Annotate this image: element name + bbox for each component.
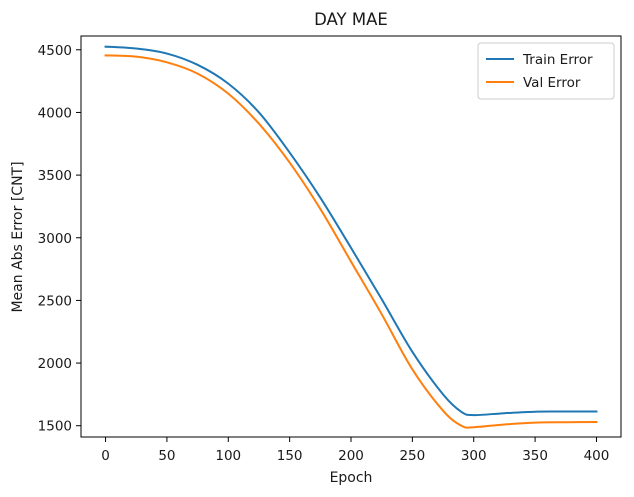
y-axis-ticks: 1500 2000 2500 3000 3500 4000 4500 [38, 43, 81, 435]
x-tick-label: 250 [399, 448, 425, 464]
x-tick-label: 50 [158, 448, 175, 464]
legend-box [477, 42, 615, 100]
y-tick-label: 4000 [38, 105, 72, 121]
legend: Train Error Val Error [477, 42, 615, 100]
x-tick-label: 350 [522, 448, 548, 464]
chart-title: DAY MAE [314, 10, 388, 29]
x-tick-label: 150 [277, 448, 303, 464]
legend-label: Val Error [523, 75, 581, 91]
x-axis-label: Epoch [330, 470, 373, 486]
series-line-val-error [104, 54, 598, 429]
y-tick-label: 3500 [38, 168, 72, 184]
y-tick-label: 2000 [38, 356, 72, 372]
legend-label: Train Error [522, 52, 593, 68]
x-tick-label: 0 [101, 448, 110, 464]
x-tick-label: 400 [584, 448, 610, 464]
y-axis-label: Mean Abs Error [CNT] [10, 161, 26, 312]
data-lines [104, 45, 598, 429]
x-tick-label: 100 [215, 448, 241, 464]
y-tick-label: 4500 [38, 43, 72, 59]
y-tick-label: 3000 [38, 231, 72, 247]
x-axis-ticks: 0 50 100 150 200 250 300 350 400 [101, 437, 609, 464]
x-tick-label: 300 [461, 448, 487, 464]
y-tick-label: 1500 [38, 419, 72, 435]
y-tick-label: 2500 [38, 293, 72, 309]
series-line-train-error [104, 45, 598, 417]
x-tick-label: 200 [338, 448, 364, 464]
